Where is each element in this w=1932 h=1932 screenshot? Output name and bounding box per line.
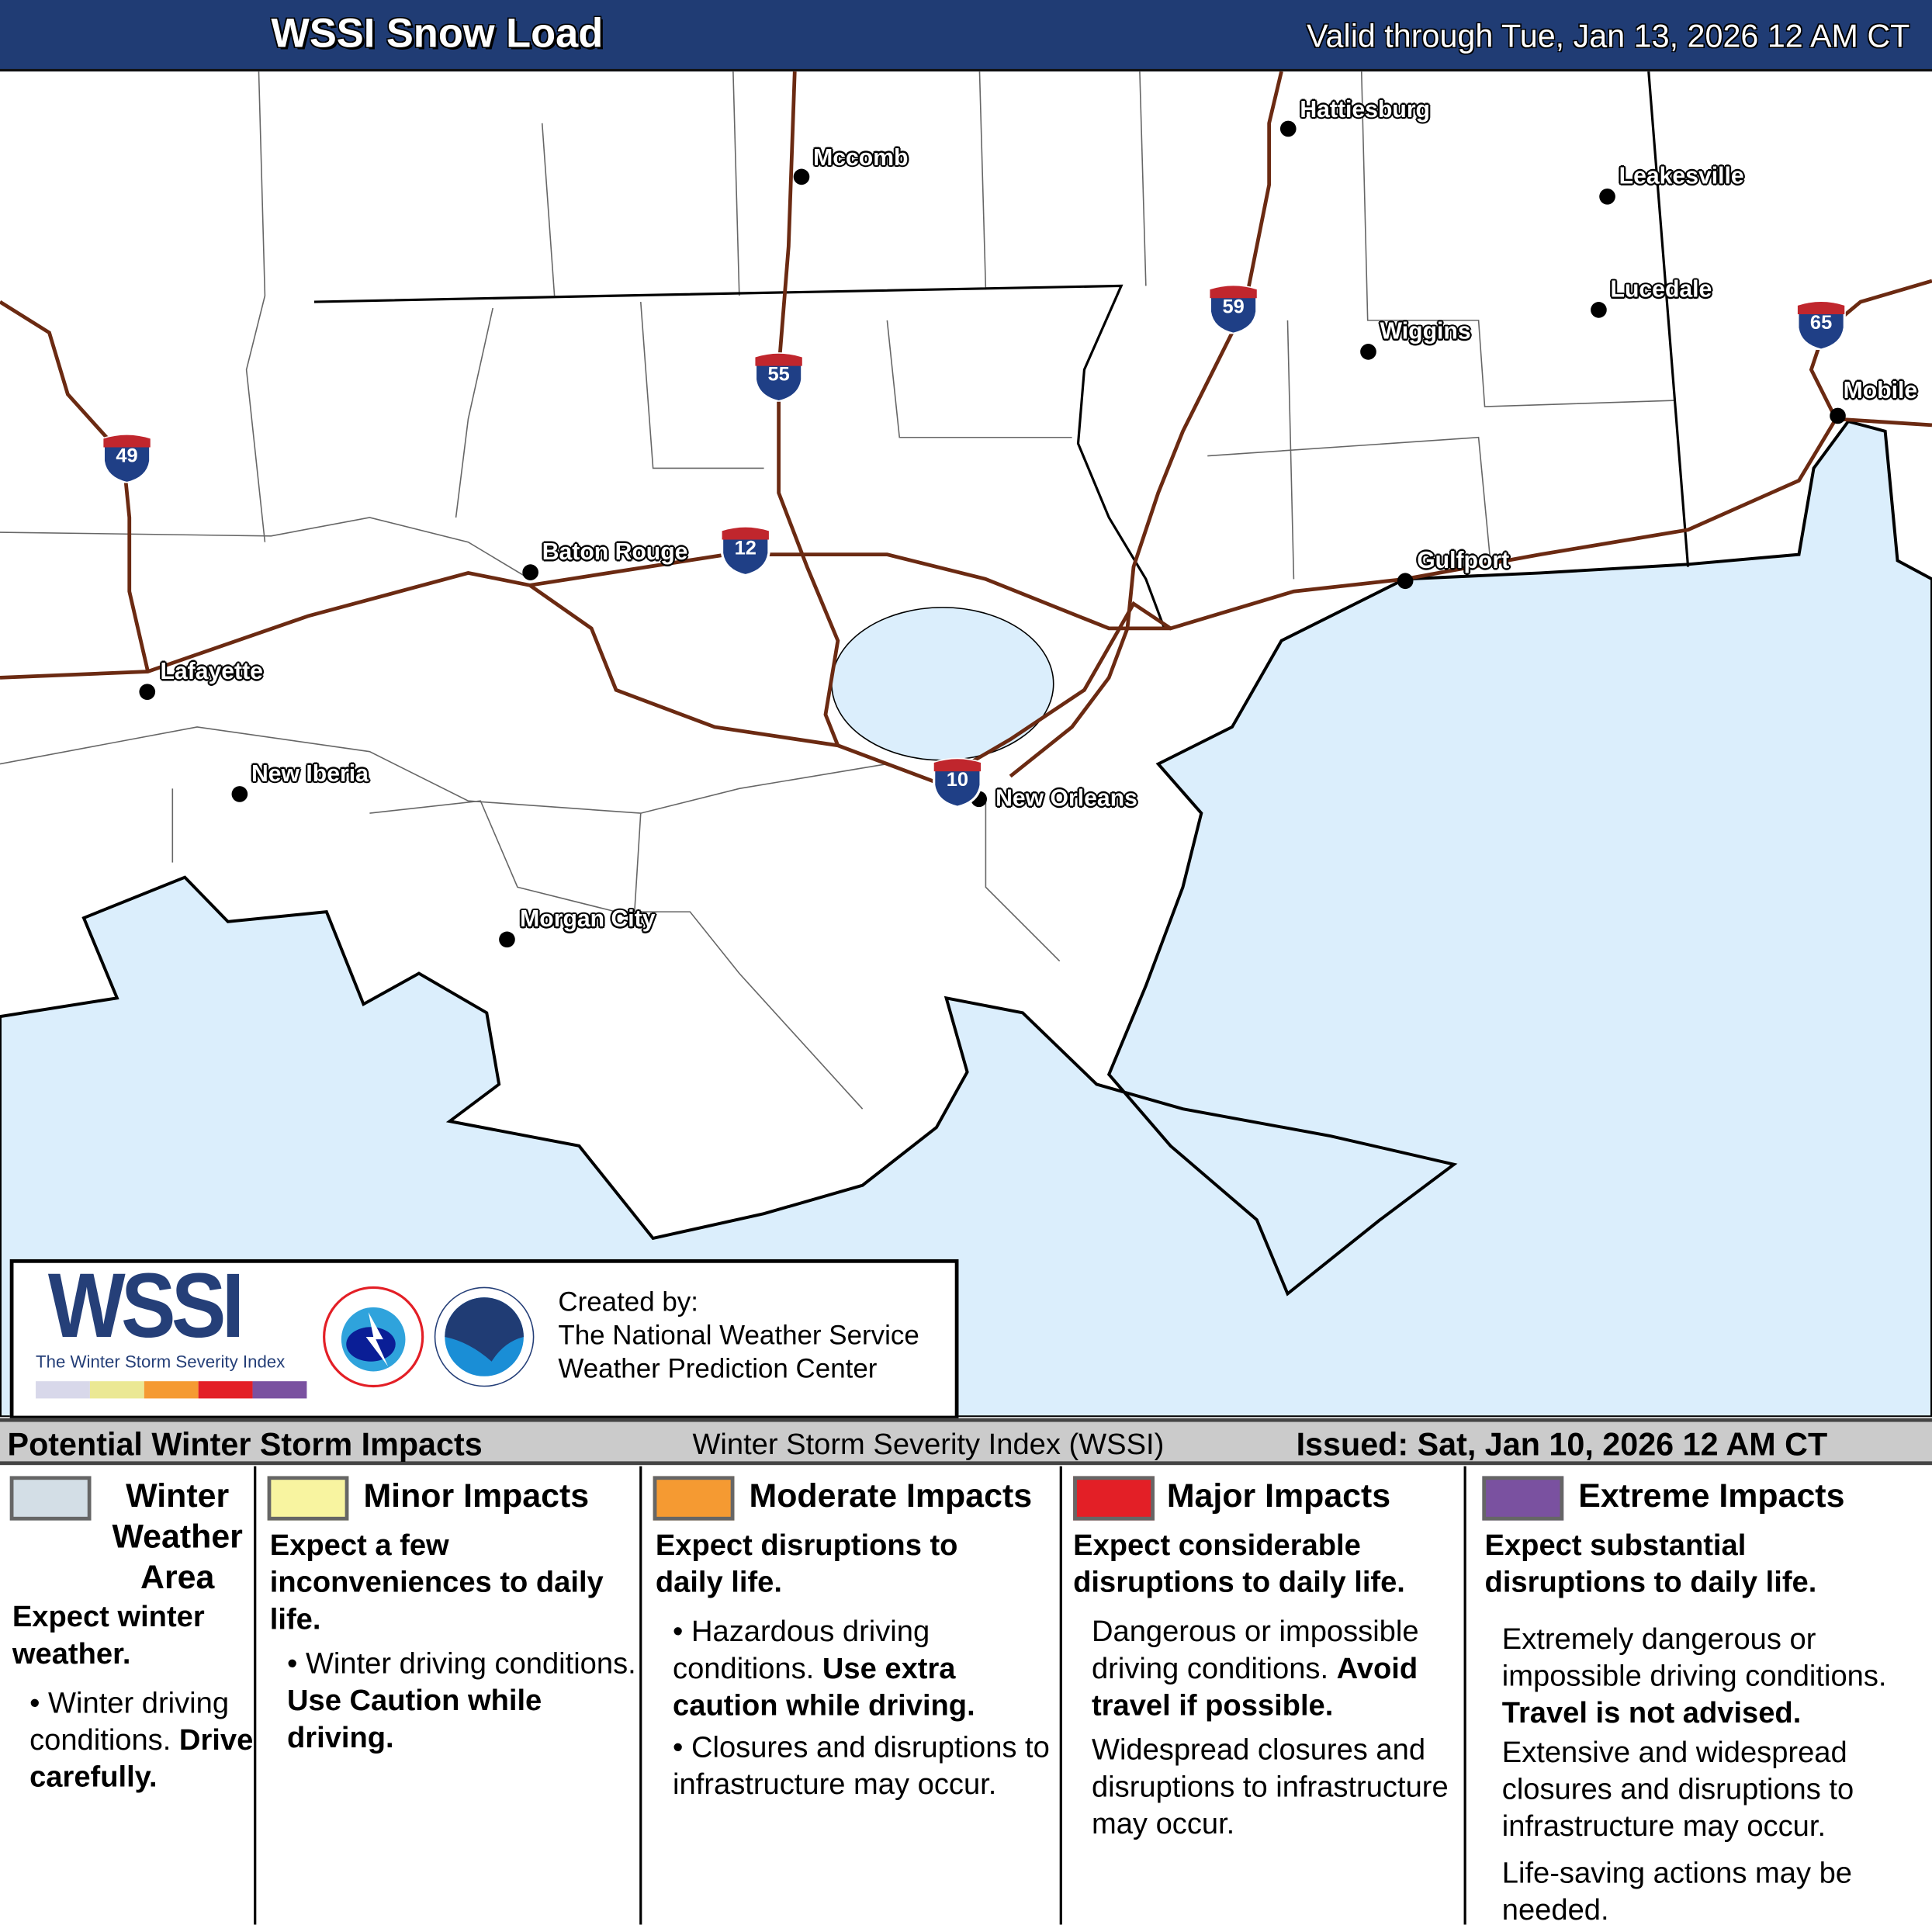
city-label: Mobile xyxy=(1843,378,1918,404)
city-label: Hattiesburg xyxy=(1300,97,1431,123)
legend-moderate-impacts: Moderate Impacts Expect disruptions to d… xyxy=(641,1466,1062,1925)
credit-line: Created by: xyxy=(558,1286,698,1317)
interstate-shield: 49 xyxy=(101,431,153,485)
swatch-major xyxy=(1073,1476,1155,1521)
shield-number: 65 xyxy=(1809,313,1833,334)
lake-pontchartrain xyxy=(831,607,1054,761)
category-detail: • Winter driving conditions. Use Caution… xyxy=(287,1647,636,1755)
wssi-subtitle: The Winter Storm Severity Index xyxy=(36,1352,286,1372)
category-name: Winter Weather Area xyxy=(112,1477,243,1596)
map-title: WSSI Snow Load xyxy=(271,9,604,56)
credit-line: The National Weather Service xyxy=(558,1319,919,1351)
shield-number: 55 xyxy=(767,365,790,386)
city-dot xyxy=(1397,573,1414,590)
colorbar-segment xyxy=(252,1381,307,1399)
city-label: Morgan City xyxy=(520,906,656,933)
category-name: Major Impacts xyxy=(1166,1477,1391,1515)
shield-number: 10 xyxy=(946,770,969,791)
legend-title: Potential Winter Storm Impacts xyxy=(7,1425,483,1463)
city-label: Leakesville xyxy=(1619,164,1744,190)
legend-minor-impacts: Minor Impacts Expect a few inconvenience… xyxy=(255,1466,642,1925)
city-dot xyxy=(139,684,156,700)
interstate-shield: 65 xyxy=(1795,298,1847,351)
shield-number: 12 xyxy=(734,538,757,559)
category-detail: • Closures and disruptions to infrastruc… xyxy=(673,1731,1050,1802)
city-dot xyxy=(793,168,810,185)
interstate-shield: 59 xyxy=(1207,282,1259,335)
gulf-water xyxy=(0,419,1932,1419)
category-summary: Expect considerable disruptions to daily… xyxy=(1073,1529,1405,1600)
valid-time: Valid through Tue, Jan 13, 2026 12 AM CT xyxy=(1307,17,1910,54)
city-label: Mccomb xyxy=(813,145,909,171)
interstate-shield: 12 xyxy=(719,524,771,577)
category-detail: Life-saving actions may be needed. xyxy=(1501,1857,1853,1927)
category-detail: • Winter driving conditions. Drive caref… xyxy=(29,1686,254,1795)
wssi-label: Winter Storm Severity Index (WSSI) xyxy=(692,1428,1165,1462)
city-dot xyxy=(1830,407,1846,424)
map[interactable]: Hattiesburg Mccomb Leakesville Lucedale … xyxy=(0,71,1932,1419)
city-label: New Orleans xyxy=(995,786,1137,812)
city-label: Lucedale xyxy=(1610,277,1712,303)
category-summary: Expect winter weather. xyxy=(12,1600,205,1671)
city-dot xyxy=(1360,344,1376,360)
category-detail: Dangerous or impossible driving conditio… xyxy=(1091,1615,1419,1723)
swatch-moderate xyxy=(653,1476,735,1521)
legend-major-impacts: Major Impacts Expect considerable disrup… xyxy=(1061,1466,1466,1925)
wssi-logo: WSSI xyxy=(47,1254,244,1357)
interstate-shield: 10 xyxy=(932,755,984,808)
issued-time: Issued: Sat, Jan 10, 2026 12 AM CT xyxy=(1296,1425,1828,1463)
wssi-colorbar xyxy=(36,1381,307,1399)
credits-box: WSSI The Winter Storm Severity Index Cre… xyxy=(9,1254,959,1420)
legend-extreme-impacts: Extreme Impacts Expect substantial disru… xyxy=(1465,1466,1932,1927)
city-dot xyxy=(522,564,538,580)
map-canvas xyxy=(0,71,1932,1419)
i12-line xyxy=(529,552,1171,631)
category-detail: • Hazardous driving conditions. Use extr… xyxy=(673,1615,975,1723)
city-label: Lafayette xyxy=(160,659,263,685)
i59-line xyxy=(1009,71,1283,778)
category-summary: Expect a few inconveniences to daily lif… xyxy=(269,1529,604,1636)
city-label: Gulfport xyxy=(1417,548,1510,575)
city-dot xyxy=(231,786,248,802)
header-bar: WSSI Snow Load Valid through Tue, Jan 13… xyxy=(0,0,1932,72)
category-detail: Widespread closures and disruptions to i… xyxy=(1091,1733,1449,1841)
noaa-logo-icon xyxy=(434,1286,535,1387)
swatch-minor xyxy=(267,1476,349,1521)
credit-text: Created by: The National Weather Service… xyxy=(558,1285,919,1385)
category-detail: Extremely dangerous or impossible drivin… xyxy=(1501,1622,1887,1730)
shield-number: 59 xyxy=(1222,296,1245,318)
city-label: Wiggins xyxy=(1380,319,1471,345)
colorbar-segment xyxy=(144,1381,199,1399)
legend-title-bar: Potential Winter Storm Impacts Winter St… xyxy=(0,1418,1932,1466)
category-name: Extreme Impacts xyxy=(1578,1477,1845,1515)
swatch-extreme xyxy=(1482,1476,1564,1521)
swatch-winter-weather xyxy=(9,1476,92,1521)
shield-number: 49 xyxy=(116,445,138,467)
category-summary: Expect substantial disruptions to daily … xyxy=(1484,1529,1817,1600)
i10-line xyxy=(0,417,1932,785)
i49-line xyxy=(0,300,150,673)
city-dot xyxy=(1599,188,1615,205)
category-name: Moderate Impacts xyxy=(749,1477,1033,1515)
city-dot xyxy=(1591,302,1607,318)
state-lines xyxy=(313,71,1690,629)
city-label: New Iberia xyxy=(251,761,369,788)
colorbar-segment xyxy=(198,1381,253,1399)
city-dot xyxy=(1279,120,1297,137)
colorbar-segment xyxy=(89,1381,144,1399)
county-lines xyxy=(0,71,1676,1110)
city-label: Baton Rouge xyxy=(542,539,688,566)
legend-winter-weather-area: Winter Weather Area Expect winter weathe… xyxy=(0,1466,257,1925)
city-dot xyxy=(499,931,515,948)
i55-line xyxy=(777,71,840,746)
category-summary: Expect disruptions to daily life. xyxy=(655,1529,958,1600)
interstate-shield: 55 xyxy=(753,350,805,403)
colorbar-segment xyxy=(36,1381,90,1399)
category-detail: Extensive and widespread closures and di… xyxy=(1501,1736,1854,1844)
nws-logo-icon xyxy=(323,1286,424,1388)
credit-line: Weather Prediction Center xyxy=(558,1352,878,1384)
category-name: Minor Impacts xyxy=(363,1477,590,1515)
